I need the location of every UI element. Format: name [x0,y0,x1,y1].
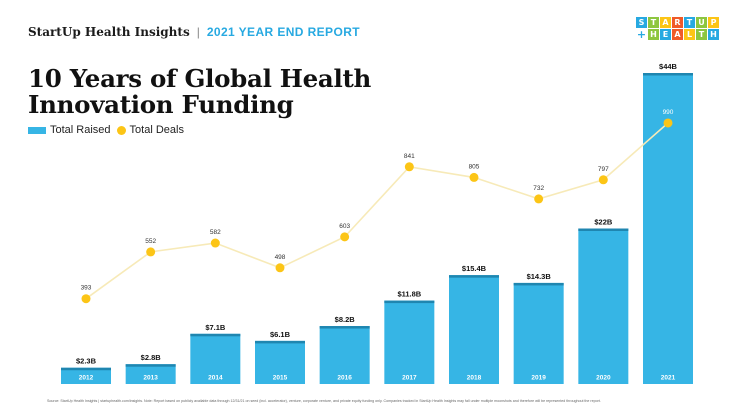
bar-top-edge [190,333,241,337]
bar-value-label: $15.4B [462,264,487,273]
deals-point [340,232,350,242]
year-label: 2016 [337,375,352,382]
bar [384,300,435,384]
year-label: 2019 [531,375,546,382]
logo-row-health: + H E A L T H [636,29,726,41]
logo-letter: T [648,17,659,28]
header-separator: | [196,25,200,39]
year-label: 2015 [273,375,288,382]
deals-line [85,122,669,300]
deals-point [598,175,608,185]
deals-value-label: 732 [533,185,544,192]
deals-value-label: 498 [275,254,286,261]
bar-value-label: $44B [659,62,678,71]
deals-value-label: 393 [81,285,92,292]
legend-total-deals: Total Deals [129,124,184,136]
chart-title-line-2: Innovation Funding [28,90,294,119]
logo-letter: E [660,29,671,40]
deals-value-label: 841 [404,153,415,160]
logo-letter: T [696,29,707,40]
deals-point [404,162,414,172]
chart-title-line-1: 10 Years of Global Health [28,64,372,93]
bar [190,333,241,384]
logo-letter: H [648,29,659,40]
bar [125,364,176,384]
logo-letter: A [660,17,671,28]
logo-letter: U [696,17,707,28]
deals-point [534,194,544,204]
report-header: StartUp Health Insights | 2021 YEAR END … [28,25,360,39]
bar-top-edge [578,228,629,231]
bar-top-edge [61,367,111,371]
logo-letter: R [672,17,683,28]
deals-value-label: 552 [145,238,156,245]
bar [61,367,111,384]
bar-top-edge [643,73,693,76]
deals-point [146,247,156,257]
deals-value-label: 805 [469,163,480,170]
deals-value-label: 603 [339,223,350,230]
bar [449,275,499,384]
bar [513,282,564,384]
bar-top-edge [449,275,499,278]
deals-point [81,294,91,304]
bar-value-label: $2.8B [141,353,162,362]
logo-plus: + [636,28,647,41]
bar-top-edge [513,282,564,286]
legend-bar-swatch [28,126,46,134]
startup-health-logo: S T A R T U P + H E A L T H [636,17,726,41]
year-label: 2014 [208,375,223,382]
logo-letter: A [672,29,683,40]
deals-point [663,118,673,128]
bar-value-label: $7.1B [205,323,226,332]
year-label: 2017 [402,375,417,382]
bar-top-edge [255,340,305,344]
bar-value-label: $22B [594,218,613,227]
bar-top-edge [384,300,435,304]
deals-point [469,172,479,182]
bar [319,326,370,384]
bar-top-edge [319,326,370,329]
logo-letter: S [636,17,647,28]
year-label: 2020 [596,375,611,382]
logo-letter: H [708,29,719,40]
bar [255,340,305,384]
deals-value-label: 990 [663,109,674,116]
source-note: Source: StartUp Health Insights | startu… [47,399,601,403]
logo-letter: P [708,17,719,28]
year-label: 2018 [467,375,482,382]
deals-value-label: 797 [598,166,609,173]
logo-letter: L [684,29,695,40]
year-label: 2021 [661,375,676,382]
deals-point [210,238,220,248]
report-name: 2021 YEAR END REPORT [206,25,360,39]
deals-value-label: 582 [210,229,221,236]
bar-top-edge [125,364,176,367]
year-label: 2012 [79,375,94,382]
bar-value-label: $2.3B [76,357,97,366]
legend-dot-swatch [116,125,126,135]
bar-value-label: $11.8B [397,290,421,299]
deals-point [275,263,285,273]
legend-total-raised: Total Raised [50,124,111,136]
chart-legend: Total Raised Total Deals [28,124,184,136]
logo-letter: T [684,17,695,28]
year-label: 2013 [143,375,158,382]
bar-value-label: $8.2B [335,315,356,324]
chart-title: 10 Years of Global Health Innovation Fun… [28,66,371,118]
bar-value-label: $14.3B [527,272,552,281]
bar-value-label: $6.1B [270,330,291,339]
bar [578,228,629,384]
brand-name: StartUp Health Insights [28,25,190,39]
